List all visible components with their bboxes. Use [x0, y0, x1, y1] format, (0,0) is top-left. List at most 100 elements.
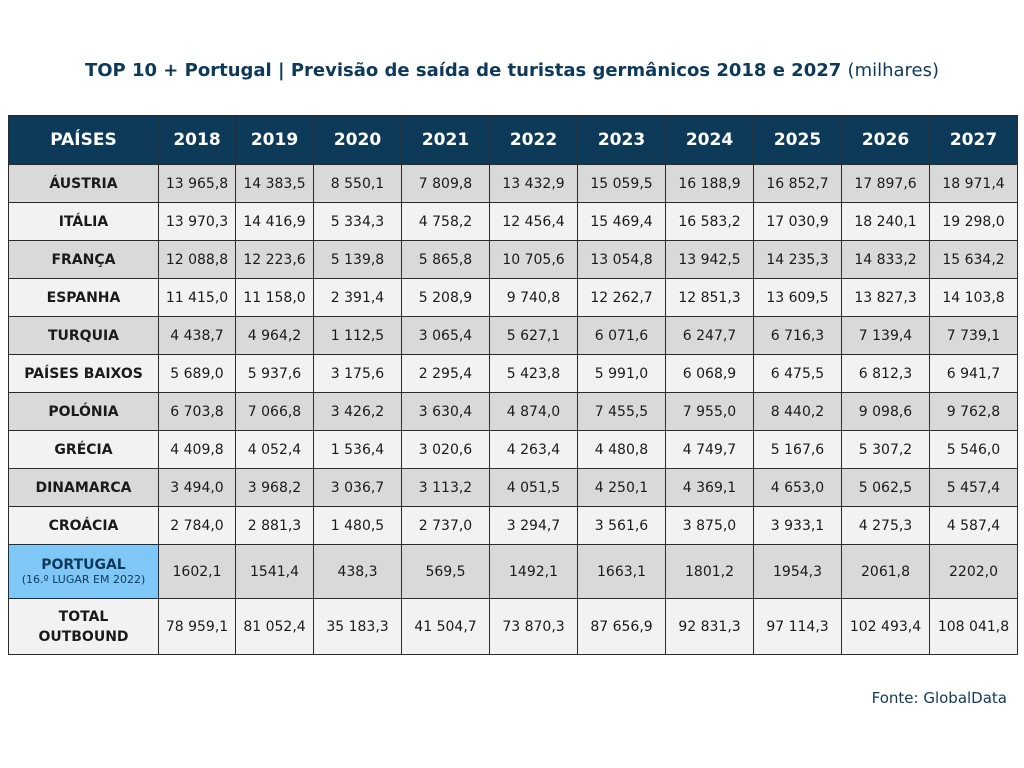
value-cell: 1 536,4 — [313, 430, 402, 469]
value-cell: 15 469,4 — [577, 202, 666, 241]
value-cell: 6 247,7 — [665, 316, 754, 355]
value-cell: 18 971,4 — [929, 164, 1018, 203]
value-cell: 4 964,2 — [235, 316, 314, 355]
value-cell: 2 737,0 — [401, 506, 490, 545]
value-cell: 7 066,8 — [235, 392, 314, 431]
value-cell: 1954,3 — [753, 544, 842, 599]
table-row: CROÁCIA 2 784,0 2 881,3 1 480,5 2 737,0 3 294… — [8, 506, 1018, 545]
value-cell: 9 098,6 — [841, 392, 930, 431]
value-cell: 6 068,9 — [665, 354, 754, 393]
table-row: ITÁLIA 13 970,3 14 416,9 5 334,3 4 758,2 12 4… — [8, 202, 1018, 241]
portugal-rank-note: (16.º LUGAR EM 2022) — [21, 573, 146, 586]
country-cell-total: TOTAL OUTBOUND — [8, 598, 159, 655]
value-cell: 13 827,3 — [841, 278, 930, 317]
value-cell: 7 955,0 — [665, 392, 754, 431]
value-cell: 92 831,3 — [665, 598, 754, 655]
value-cell: 8 440,2 — [753, 392, 842, 431]
total-label-line1: TOTAL — [58, 608, 109, 625]
value-cell: 2 784,0 — [158, 506, 236, 545]
value-cell: 569,5 — [401, 544, 490, 599]
value-cell: 3 933,1 — [753, 506, 842, 545]
value-cell: 4 749,7 — [665, 430, 754, 469]
value-cell: 4 263,4 — [489, 430, 578, 469]
table-body: ÁUSTRIA 13 965,8 14 383,5 8 550,1 7 809,8 13 … — [8, 164, 1018, 655]
value-cell: 14 383,5 — [235, 164, 314, 203]
value-cell: 5 307,2 — [841, 430, 930, 469]
value-cell: 14 103,8 — [929, 278, 1018, 317]
country-cell: ÁUSTRIA — [8, 164, 159, 203]
country-cell: GRÉCIA — [8, 430, 159, 469]
header-year: 2021 — [401, 115, 490, 165]
value-cell: 14 235,3 — [753, 240, 842, 279]
value-cell: 9 740,8 — [489, 278, 578, 317]
value-cell: 6 941,7 — [929, 354, 1018, 393]
value-cell: 2 881,3 — [235, 506, 314, 545]
table-row: ÁUSTRIA 13 965,8 14 383,5 8 550,1 7 809,8 13 … — [8, 164, 1018, 203]
total-label-line2: OUTBOUND — [38, 628, 129, 645]
header-year: 2022 — [489, 115, 578, 165]
value-cell: 108 041,8 — [929, 598, 1018, 655]
forecast-table: PAÍSES 2018 2019 2020 2021 2022 2023 202… — [8, 115, 1018, 655]
value-cell: 2 391,4 — [313, 278, 402, 317]
table-row-portugal: PORTUGAL (16.º LUGAR EM 2022) 1602,1 1541… — [8, 544, 1018, 599]
value-cell: 4 758,2 — [401, 202, 490, 241]
value-cell: 6 475,5 — [753, 354, 842, 393]
header-year: 2019 — [235, 115, 314, 165]
country-cell: ITÁLIA — [8, 202, 159, 241]
value-cell: 12 088,8 — [158, 240, 236, 279]
country-cell: POLÓNIA — [8, 392, 159, 431]
value-cell: 17 030,9 — [753, 202, 842, 241]
header-year: 2027 — [929, 115, 1018, 165]
value-cell: 3 630,4 — [401, 392, 490, 431]
value-cell: 4 438,7 — [158, 316, 236, 355]
country-cell: ESPANHA — [8, 278, 159, 317]
value-cell: 3 968,2 — [235, 468, 314, 507]
value-cell: 4 052,4 — [235, 430, 314, 469]
value-cell: 7 455,5 — [577, 392, 666, 431]
value-cell: 41 504,7 — [401, 598, 490, 655]
header-year: 2024 — [665, 115, 754, 165]
value-cell: 11 415,0 — [158, 278, 236, 317]
value-cell: 78 959,1 — [158, 598, 236, 655]
value-cell: 2061,8 — [841, 544, 930, 599]
value-cell: 9 762,8 — [929, 392, 1018, 431]
value-cell: 4 587,4 — [929, 506, 1018, 545]
value-cell: 4 653,0 — [753, 468, 842, 507]
value-cell: 81 052,4 — [235, 598, 314, 655]
header-year: 2023 — [577, 115, 666, 165]
value-cell: 1 480,5 — [313, 506, 402, 545]
value-cell: 12 851,3 — [665, 278, 754, 317]
value-cell: 6 071,6 — [577, 316, 666, 355]
value-cell: 10 705,6 — [489, 240, 578, 279]
header-year: 2025 — [753, 115, 842, 165]
value-cell: 19 298,0 — [929, 202, 1018, 241]
header-year: 2020 — [313, 115, 402, 165]
table-row: PAÍSES BAIXOS 5 689,0 5 937,6 3 175,6 2 295,… — [8, 354, 1018, 393]
table-row: POLÓNIA 6 703,8 7 066,8 3 426,2 3 630,4 4 874… — [8, 392, 1018, 431]
value-cell: 4 874,0 — [489, 392, 578, 431]
table-row: FRANÇA 12 088,8 12 223,6 5 139,8 5 865,8 10 7… — [8, 240, 1018, 279]
header-row: PAÍSES 2018 2019 2020 2021 2022 2023 202… — [8, 115, 1018, 165]
table-row: DINAMARCA 3 494,0 3 968,2 3 036,7 3 113,2 4 0… — [8, 468, 1018, 507]
value-cell: 5 167,6 — [753, 430, 842, 469]
value-cell: 1663,1 — [577, 544, 666, 599]
value-cell: 4 409,8 — [158, 430, 236, 469]
value-cell: 17 897,6 — [841, 164, 930, 203]
header-countries: PAÍSES — [8, 115, 159, 165]
value-cell: 1541,4 — [235, 544, 314, 599]
value-cell: 1492,1 — [489, 544, 578, 599]
value-cell: 102 493,4 — [841, 598, 930, 655]
value-cell: 35 183,3 — [313, 598, 402, 655]
value-cell: 7 739,1 — [929, 316, 1018, 355]
value-cell: 5 423,8 — [489, 354, 578, 393]
value-cell: 3 875,0 — [665, 506, 754, 545]
value-cell: 87 656,9 — [577, 598, 666, 655]
value-cell: 3 426,2 — [313, 392, 402, 431]
table-row: TURQUIA 4 438,7 4 964,2 1 112,5 3 065,4 5 627… — [8, 316, 1018, 355]
value-cell: 13 942,5 — [665, 240, 754, 279]
value-cell: 4 369,1 — [665, 468, 754, 507]
value-cell: 5 457,4 — [929, 468, 1018, 507]
value-cell: 15 634,2 — [929, 240, 1018, 279]
table-row: GRÉCIA 4 409,8 4 052,4 1 536,4 3 020,6 4 263,… — [8, 430, 1018, 469]
value-cell: 8 550,1 — [313, 164, 402, 203]
